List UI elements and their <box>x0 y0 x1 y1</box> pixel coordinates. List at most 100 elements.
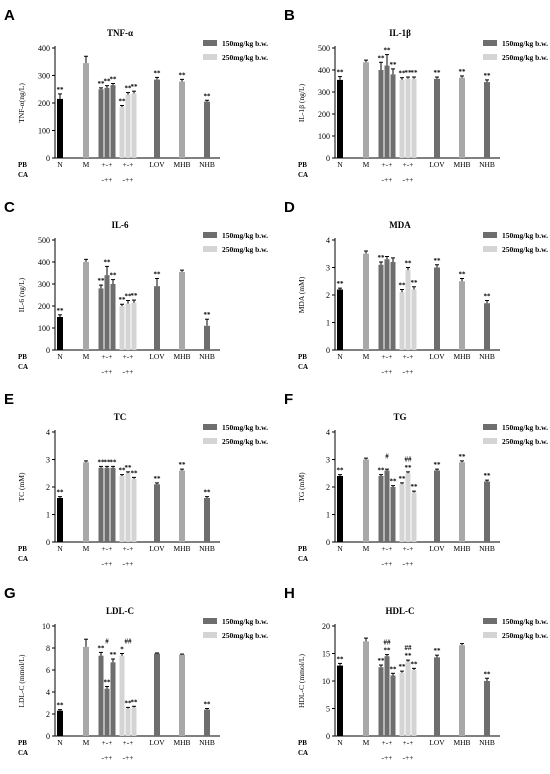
y-tick-label: 400 <box>318 66 330 75</box>
x-category-label: NHB <box>199 352 215 361</box>
y-tick-label: 500 <box>318 44 330 53</box>
y-tick-label: 0 <box>46 538 50 547</box>
y-tick-label: 0 <box>46 154 50 163</box>
significance-label: ** <box>390 61 398 69</box>
combo-top-label: +-+ <box>382 544 393 553</box>
bar <box>399 672 405 736</box>
x-category-label: M <box>83 544 90 553</box>
significance-label: ** <box>104 458 112 466</box>
bar <box>390 675 396 736</box>
bar <box>378 667 384 736</box>
significance-label: ** <box>104 78 112 86</box>
x-category-label: NHB <box>479 738 495 747</box>
significance-label: ** <box>179 461 187 469</box>
bar <box>119 476 125 542</box>
bar <box>98 655 104 736</box>
significance-label: ** <box>104 679 112 687</box>
x-category-label: NHB <box>479 544 495 553</box>
bar <box>434 267 440 350</box>
significance-label: ** <box>337 280 345 288</box>
y-axis-label: HDL-C (mmol/L) <box>297 654 306 708</box>
y-tick-label: 4 <box>326 236 330 245</box>
combo-top-label: +-+ <box>403 544 414 553</box>
significance-label: ** <box>405 464 413 472</box>
combo-top-label: +-+ <box>382 352 393 361</box>
combo-bottom-label: -++ <box>382 559 393 568</box>
y-tick-label: 0 <box>46 732 50 741</box>
x-category-label: MHB <box>173 160 190 169</box>
combo-top-label: +-+ <box>382 738 393 747</box>
significance-label: ** <box>434 647 442 655</box>
y-tick-label: 100 <box>38 324 50 333</box>
bar <box>119 655 125 736</box>
combo-top-label: +-+ <box>102 544 113 553</box>
significance-label: ** <box>390 665 398 673</box>
y-tick-label: 1 <box>326 319 330 328</box>
row-label-ca: CA <box>18 555 28 563</box>
bar <box>363 253 369 350</box>
bar <box>378 264 384 350</box>
significance-label: ** <box>390 478 398 486</box>
legend-label-150: 150mg/kg b.w. <box>222 231 268 240</box>
bar <box>384 470 390 542</box>
significance-label: ** <box>459 68 467 76</box>
row-label-ca: CA <box>18 171 28 179</box>
bar <box>459 77 465 158</box>
y-axis-label: IL-6 (ng/L) <box>17 277 26 312</box>
significance-label: ** <box>154 475 162 483</box>
y-tick-label: 8 <box>46 644 50 653</box>
x-category-label: MHB <box>173 738 190 747</box>
bar <box>204 709 210 736</box>
significance-label: ** <box>384 647 392 655</box>
y-tick-label: 3 <box>326 264 330 273</box>
y-tick-label: 200 <box>38 302 50 311</box>
row-label-ca: CA <box>298 363 308 371</box>
legend-swatch-150 <box>203 232 217 238</box>
panel-letter: B <box>284 7 295 24</box>
significance-label: ** <box>384 47 392 55</box>
y-tick-label: 400 <box>38 44 50 53</box>
x-category-label: M <box>363 160 370 169</box>
x-category-label: MHB <box>173 352 190 361</box>
bar <box>57 98 63 158</box>
significance-label: ** <box>154 271 162 279</box>
y-tick-label: 1 <box>326 511 330 520</box>
bar <box>459 462 465 542</box>
significance-label: ** <box>378 54 386 62</box>
combo-bottom-label: -++ <box>382 367 393 376</box>
bar <box>104 87 110 158</box>
y-tick-label: 500 <box>38 236 50 245</box>
significance-label: ** <box>125 464 133 472</box>
panel-letter: E <box>4 391 14 408</box>
y-tick-label: 5 <box>326 705 330 714</box>
significance-label: ** <box>98 80 106 88</box>
bar <box>484 303 490 350</box>
x-category-label: N <box>57 352 63 361</box>
bar <box>98 89 104 158</box>
panel-letter: F <box>284 391 293 408</box>
significance-label: ** <box>204 311 212 319</box>
bar <box>131 707 137 736</box>
x-category-label: LOV <box>149 544 165 553</box>
y-tick-label: 1 <box>46 511 50 520</box>
bar <box>405 661 411 736</box>
significance-label: ** <box>337 69 345 77</box>
y-tick-label: 200 <box>318 110 330 119</box>
row-label-ca: CA <box>298 171 308 179</box>
bar <box>125 708 131 736</box>
bar <box>411 492 417 542</box>
significance-label: ** <box>399 70 407 78</box>
combo-top-label: +-+ <box>123 160 134 169</box>
bar <box>390 262 396 350</box>
bar <box>57 498 63 542</box>
significance-label: ** <box>119 97 127 105</box>
combo-bottom-label: -++ <box>403 753 414 762</box>
legend-swatch-250 <box>203 246 217 252</box>
bar <box>98 467 104 542</box>
x-category-label: MHB <box>453 352 470 361</box>
significance-label: ** <box>154 69 162 77</box>
y-tick-label: 2 <box>46 710 50 719</box>
